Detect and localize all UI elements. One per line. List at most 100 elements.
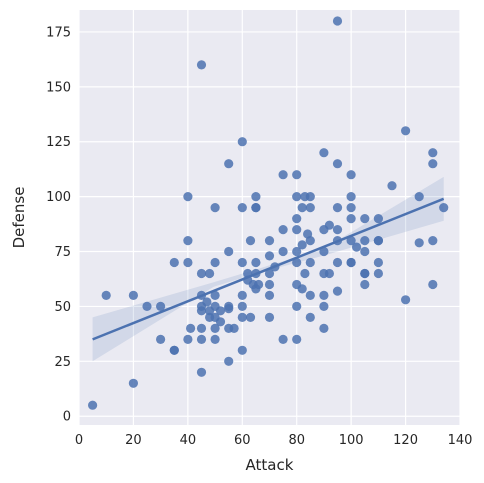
data-point [264, 268, 275, 279]
data-point [264, 251, 275, 261]
data-point [205, 268, 215, 279]
y-tick-label: 100 [46, 190, 71, 205]
data-point [183, 334, 193, 344]
data-point [297, 203, 307, 213]
data-point [346, 214, 356, 224]
data-point [224, 304, 234, 314]
data-point [324, 220, 334, 230]
y-tick-label: 0 [63, 410, 71, 425]
data-point [324, 268, 334, 279]
data-point [292, 301, 302, 311]
data-point [373, 214, 383, 224]
data-point [428, 279, 438, 290]
data-point [264, 312, 275, 322]
data-point [210, 323, 220, 333]
x-tick-label: 20 [125, 433, 142, 448]
data-point [300, 268, 310, 279]
data-point [346, 192, 356, 202]
data-point [373, 268, 383, 279]
data-point [88, 400, 98, 410]
y-tick-label: 75 [54, 245, 71, 260]
data-point [428, 236, 438, 246]
data-point [278, 170, 288, 180]
data-point [245, 312, 256, 322]
data-point [332, 257, 343, 268]
y-tick-label: 50 [54, 300, 71, 315]
data-point [210, 203, 220, 213]
data-point [401, 126, 411, 136]
data-point [346, 170, 356, 180]
data-point [224, 246, 234, 257]
data-point [237, 257, 247, 268]
data-point [186, 323, 196, 333]
data-point [215, 317, 226, 327]
data-point [292, 170, 302, 180]
data-point [292, 257, 302, 268]
data-point [237, 301, 247, 311]
data-point [264, 236, 275, 246]
data-point [297, 284, 307, 294]
data-point [297, 240, 307, 250]
data-point [305, 236, 315, 246]
y-tick-label: 150 [46, 80, 71, 95]
data-point [428, 159, 438, 169]
data-point [215, 306, 226, 316]
y-axis-label: Defense [10, 187, 28, 249]
data-point [224, 356, 234, 366]
data-point [292, 192, 302, 202]
data-point [414, 238, 424, 248]
data-point [319, 323, 329, 333]
data-point [245, 236, 256, 246]
data-point [319, 148, 329, 158]
data-point [254, 279, 264, 290]
data-point [373, 257, 383, 268]
x-tick-label: 60 [234, 433, 251, 448]
data-point [360, 268, 370, 279]
data-point [156, 334, 166, 344]
data-point [319, 246, 329, 257]
data-point [196, 306, 207, 316]
data-point [305, 312, 315, 322]
data-point [332, 159, 343, 169]
data-point [332, 225, 343, 235]
data-point [360, 236, 370, 246]
data-point [292, 246, 302, 257]
data-point [319, 290, 329, 300]
data-point [292, 334, 302, 344]
data-point [264, 290, 275, 300]
x-tick-label: 80 [288, 433, 305, 448]
data-point [305, 203, 315, 213]
data-point [439, 203, 449, 213]
data-point [196, 323, 207, 333]
grid-lines [78, 10, 461, 425]
data-point [332, 286, 343, 296]
y-tick-label: 175 [46, 25, 71, 40]
data-point [360, 246, 370, 257]
data-point [237, 290, 247, 300]
data-point [101, 290, 111, 300]
data-point [237, 312, 247, 322]
data-point [360, 279, 370, 290]
data-point [210, 290, 220, 300]
x-tick-labels: 0 20 40 60 80 100 120 140 [75, 433, 473, 448]
x-axis-label: Attack [246, 456, 294, 474]
data-point [251, 257, 261, 268]
data-point [224, 159, 234, 169]
data-point [346, 236, 356, 246]
data-point [401, 295, 411, 305]
data-points [88, 16, 449, 410]
data-point [278, 246, 288, 257]
data-point [237, 137, 247, 147]
data-point [202, 297, 212, 307]
regression-line [92, 197, 445, 341]
x-tick-label: 100 [339, 433, 364, 448]
data-point [169, 257, 179, 268]
data-point [346, 257, 356, 268]
data-point [264, 279, 275, 290]
data-point [183, 192, 193, 202]
data-point [373, 236, 383, 246]
data-point [387, 181, 397, 191]
x-tick-label: 40 [180, 433, 197, 448]
y-tick-label: 25 [54, 355, 71, 370]
data-point [156, 301, 166, 311]
